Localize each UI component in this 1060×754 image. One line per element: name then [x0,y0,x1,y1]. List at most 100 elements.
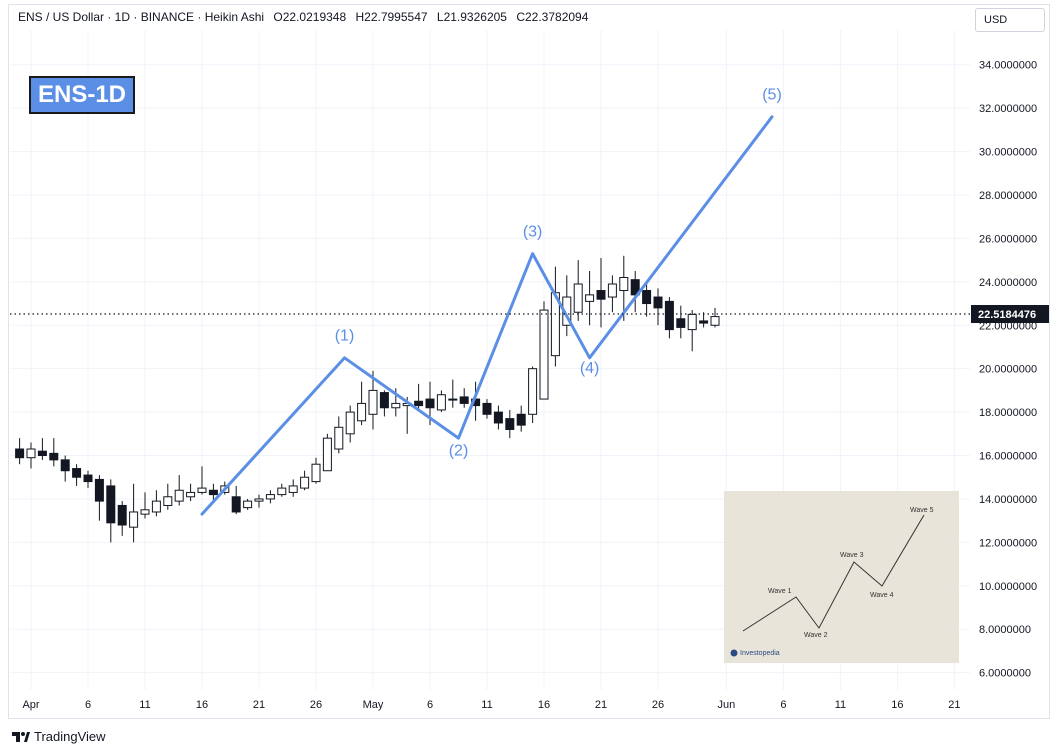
time-tick-label: 6 [427,699,433,711]
wave-diagram-label-3: Wave 3 [840,552,864,559]
candle-body-down [83,474,93,483]
grid-lines [10,30,970,690]
time-tick-label: 6 [780,699,786,711]
candle-body-up [585,294,595,302]
price-tick-label: 10.0000000 [979,581,1037,593]
candle [630,270,640,313]
candle [562,275,572,337]
candle-body-up [607,283,617,298]
candle [140,492,150,519]
candle-body-down [505,418,515,430]
price-tick-label: 6.0000000 [979,668,1031,680]
wave-diagram-svg: Wave 1 Wave 2 Wave 3 Wave 4 Wave 5 [742,507,934,639]
candle [482,399,492,419]
candle-body-up [300,476,310,489]
symbol-name[interactable]: ENS / US Dollar · 1D · BINANCE · Heikin … [18,10,265,24]
candle [687,310,697,352]
ohlc-open: O22.0219348 [273,10,347,24]
candle-body-down [699,320,709,324]
wave-diagram-label-4: Wave 4 [870,592,894,599]
candle-body-down [493,411,503,424]
time-tick-label: 21 [595,699,607,711]
candle-body-up [311,463,321,483]
candle [414,383,424,410]
candle [231,485,241,515]
price-tick-label: 12.0000000 [979,537,1037,549]
time-tick-label: 21 [948,699,960,711]
wave-diagram-label-1: Wave 1 [768,588,792,595]
time-tick-label: 11 [835,699,846,711]
candle [197,466,207,495]
wave-diagram-label-2: Wave 2 [804,632,828,639]
price-tick-label: 28.0000000 [979,190,1037,202]
time-tick-label: 16 [891,699,903,711]
candle-body-down [425,398,435,409]
candle-body-down [664,300,674,331]
candle-body-down [414,400,424,407]
candle-body-up [539,309,549,400]
candle [334,416,344,454]
wave-diagram-label-5: Wave 5 [910,507,934,514]
candle-body-up [436,394,446,411]
currency-selector[interactable]: USD [975,8,1045,32]
candle-body-up [448,398,458,401]
candle-body-down [117,504,127,526]
candle [72,464,82,486]
candle [676,305,686,339]
ohlc-low: L21.9326205 [436,10,507,24]
time-tick-label: 11 [481,699,492,711]
candle [505,409,515,439]
candle-body-up [687,313,697,331]
candle-body-down [37,450,47,457]
price-tick-label: 20.0000000 [979,364,1037,376]
candle-body-up [26,448,36,459]
price-tick-label: 18.0000000 [979,407,1037,419]
candle-body-down [642,290,652,305]
candle [322,433,332,472]
candle-body-down [49,452,59,461]
price-tick-label: 22.0000000 [979,320,1037,332]
candle [15,438,25,465]
candle-body-down [653,296,663,309]
candle [208,483,218,502]
price-tick-label: 34.0000000 [979,60,1037,72]
candle [710,307,720,328]
time-tick-label: 26 [310,699,322,711]
candle [254,494,264,508]
candle-body-up [334,426,344,450]
candle [596,257,606,328]
tradingview-logo[interactable]: TradingView [12,729,106,744]
candle [311,457,321,484]
candle [368,370,378,430]
candle-body-down [676,318,686,328]
candle-body-up [619,277,629,292]
candle [106,479,116,543]
time-tick-label: 21 [253,699,265,711]
time-tick-label: 26 [652,699,664,711]
candle-body-up [391,402,401,409]
ohlc-close: C22.3782094 [516,10,589,24]
candle [345,405,355,443]
candle-body-down [459,396,469,404]
wave-label: (4) [580,360,600,377]
candle [379,390,389,417]
wave-label: (2) [449,443,469,460]
time-tick-label: 16 [538,699,550,711]
candle-body-down [596,290,606,300]
candle-body-up [710,316,720,326]
candle [300,470,310,491]
candle-body-up [129,511,139,528]
price-tick-label: 16.0000000 [979,451,1037,463]
candle-body-up [254,498,264,502]
candle-body-down [379,392,389,409]
candle [151,490,161,517]
candle [528,366,538,423]
price-axis: 34.0000000 32.0000000 30.0000000 28.0000000… [979,60,1037,680]
candle [117,501,127,536]
candle [493,405,503,430]
time-tick-label: May [363,699,384,711]
candle [585,270,595,326]
candle [699,312,709,328]
price-tick-label: 14.0000000 [979,494,1037,506]
